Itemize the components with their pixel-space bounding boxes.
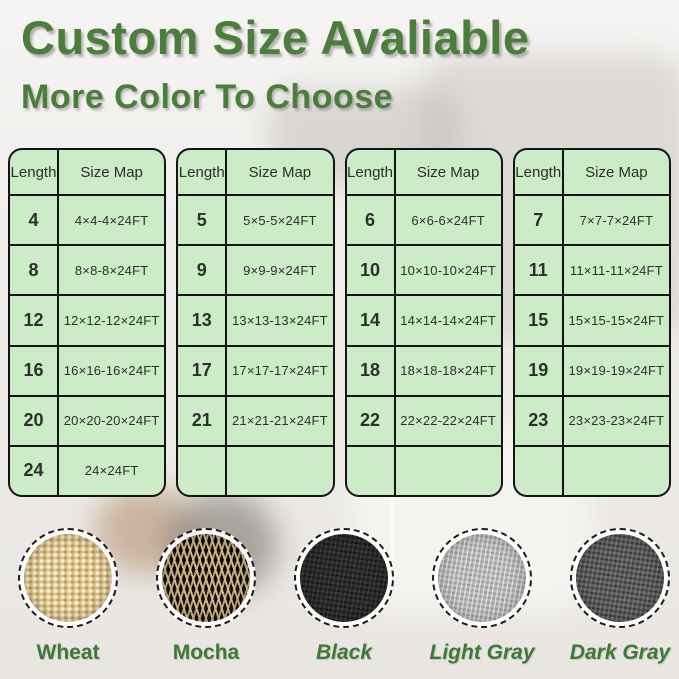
size-map-cell: 8×8-8×24FT (57, 244, 165, 295)
swatch-ring (294, 528, 394, 628)
size-map-header: Size Map (561, 150, 669, 194)
swatch-ring (432, 528, 532, 628)
length-cell: 4 (10, 194, 57, 244)
size-map-cell: 23×23-23×24FT (561, 394, 669, 445)
length-cell: 6 (346, 194, 394, 244)
size-map-cell: 7×7-7×24FT (561, 194, 669, 245)
size-map-header: Size Map (225, 150, 332, 194)
swatch-dark-gray: Dark Gray (570, 528, 670, 665)
length-cell: 17 (178, 344, 226, 395)
dark-gray-fabric-texture (576, 534, 664, 622)
mocha-fabric-texture (162, 534, 250, 622)
length-cell: 13 (178, 294, 226, 344)
swatch-mocha: Mocha (156, 528, 256, 665)
swatch-label-dark-gray: Dark Gray (569, 641, 671, 664)
size-map-cell: 6×6-6×24FT (393, 194, 501, 245)
wheat-fabric-texture (24, 534, 112, 622)
size-map-cell: 15×15-15×24FT (561, 294, 669, 345)
size-map-cell: 12×12-12×24FT (57, 294, 165, 345)
size-map-cell: 5×5-5×24FT (225, 194, 333, 245)
size-map-cell: 13×13-13×24FT (225, 294, 333, 345)
length-cell: 22 (346, 394, 394, 445)
color-swatches: Wheat Mocha Black Light Gray Dark Gray (0, 528, 679, 665)
swatch-label-mocha: Mocha (172, 641, 240, 664)
size-map-cell: 14×14-14×24FT (393, 294, 501, 345)
size-map-cell (561, 444, 669, 495)
length-cell: 7 (514, 194, 562, 244)
length-cell: 16 (10, 344, 57, 395)
size-map-cell: 17×17-17×24FT (225, 344, 333, 395)
swatch-wheat: Wheat (18, 528, 118, 665)
size-table-2: Length Size Map 5 5×5-5×24FT 9 9×9-9×24FT 13 13… (176, 148, 335, 497)
size-map-cell: 19×19-19×24FT (561, 344, 669, 395)
size-map-cell: 11×11-11×24FT (561, 244, 669, 295)
size-map-cell: 18×18-18×24FT (393, 344, 501, 395)
size-map-cell: 4×4-4×24FT (57, 194, 165, 245)
length-header: Length (347, 163, 393, 181)
swatch-ring (570, 528, 670, 628)
length-cell: 8 (10, 244, 57, 294)
size-map-header: Size Map (393, 150, 501, 194)
size-map-cell (225, 444, 333, 495)
length-cell: 24 (10, 444, 57, 495)
length-cell: 12 (10, 294, 57, 344)
size-map-cell: 9×9-9×24FT (225, 244, 333, 295)
swatch-black: Black (294, 528, 394, 665)
length-header: Length (10, 163, 57, 181)
size-map-cell: 20×20-20×24FT (57, 394, 165, 445)
swatch-ring (18, 528, 118, 628)
size-table-1: Length Size Map 4 4×4-4×24FT 8 8×8-8×24FT 12 12… (8, 148, 167, 497)
swatch-label-black: Black (315, 641, 373, 664)
length-cell: 10 (346, 244, 394, 294)
background-thread-line (391, 468, 393, 568)
swatch-light-gray: Light Gray (429, 528, 535, 665)
length-cell (346, 444, 394, 495)
size-map-cell: 16×16-16×24FT (57, 344, 165, 395)
size-map-cell: 22×22-22×24FT (393, 394, 501, 445)
size-table-4: Length Size Map 7 7×7-7×24FT 11 11×11-11×24FT… (512, 148, 671, 497)
swatch-label-wheat: Wheat (36, 641, 100, 664)
length-cell: 11 (514, 244, 562, 294)
length-cell: 21 (178, 394, 226, 445)
size-tables: Length Size Map 4 4×4-4×24FT 8 8×8-8×24FT 12 12… (8, 148, 671, 497)
length-header: Length (515, 163, 562, 181)
page-subtitle: More Color To Choose (21, 78, 394, 116)
length-header: Length (178, 163, 225, 181)
length-cell: 18 (346, 344, 394, 395)
length-cell: 20 (10, 394, 57, 445)
length-cell: 23 (514, 394, 562, 445)
length-cell: 19 (514, 344, 562, 395)
size-map-cell: 21×21-21×24FT (225, 394, 333, 445)
size-table-3: Length Size Map 6 6×6-6×24FT 10 10×10-10×24FT… (344, 148, 503, 497)
length-cell: 9 (178, 244, 226, 294)
length-cell: 15 (514, 294, 562, 344)
length-cell (514, 444, 562, 495)
size-map-cell: 10×10-10×24FT (393, 244, 501, 295)
size-map-cell (393, 444, 501, 495)
size-map-header: Size Map (57, 150, 164, 194)
length-cell: 5 (178, 194, 226, 244)
light-gray-fabric-texture (438, 534, 526, 622)
length-cell (178, 444, 226, 495)
black-fabric-texture (300, 534, 388, 622)
length-cell: 14 (346, 294, 394, 344)
swatch-ring (156, 528, 256, 628)
page-title: Custom Size Avaliable (21, 11, 530, 64)
swatch-label-light-gray: Light Gray (429, 641, 535, 664)
size-map-cell: 24×24FT (57, 444, 165, 495)
